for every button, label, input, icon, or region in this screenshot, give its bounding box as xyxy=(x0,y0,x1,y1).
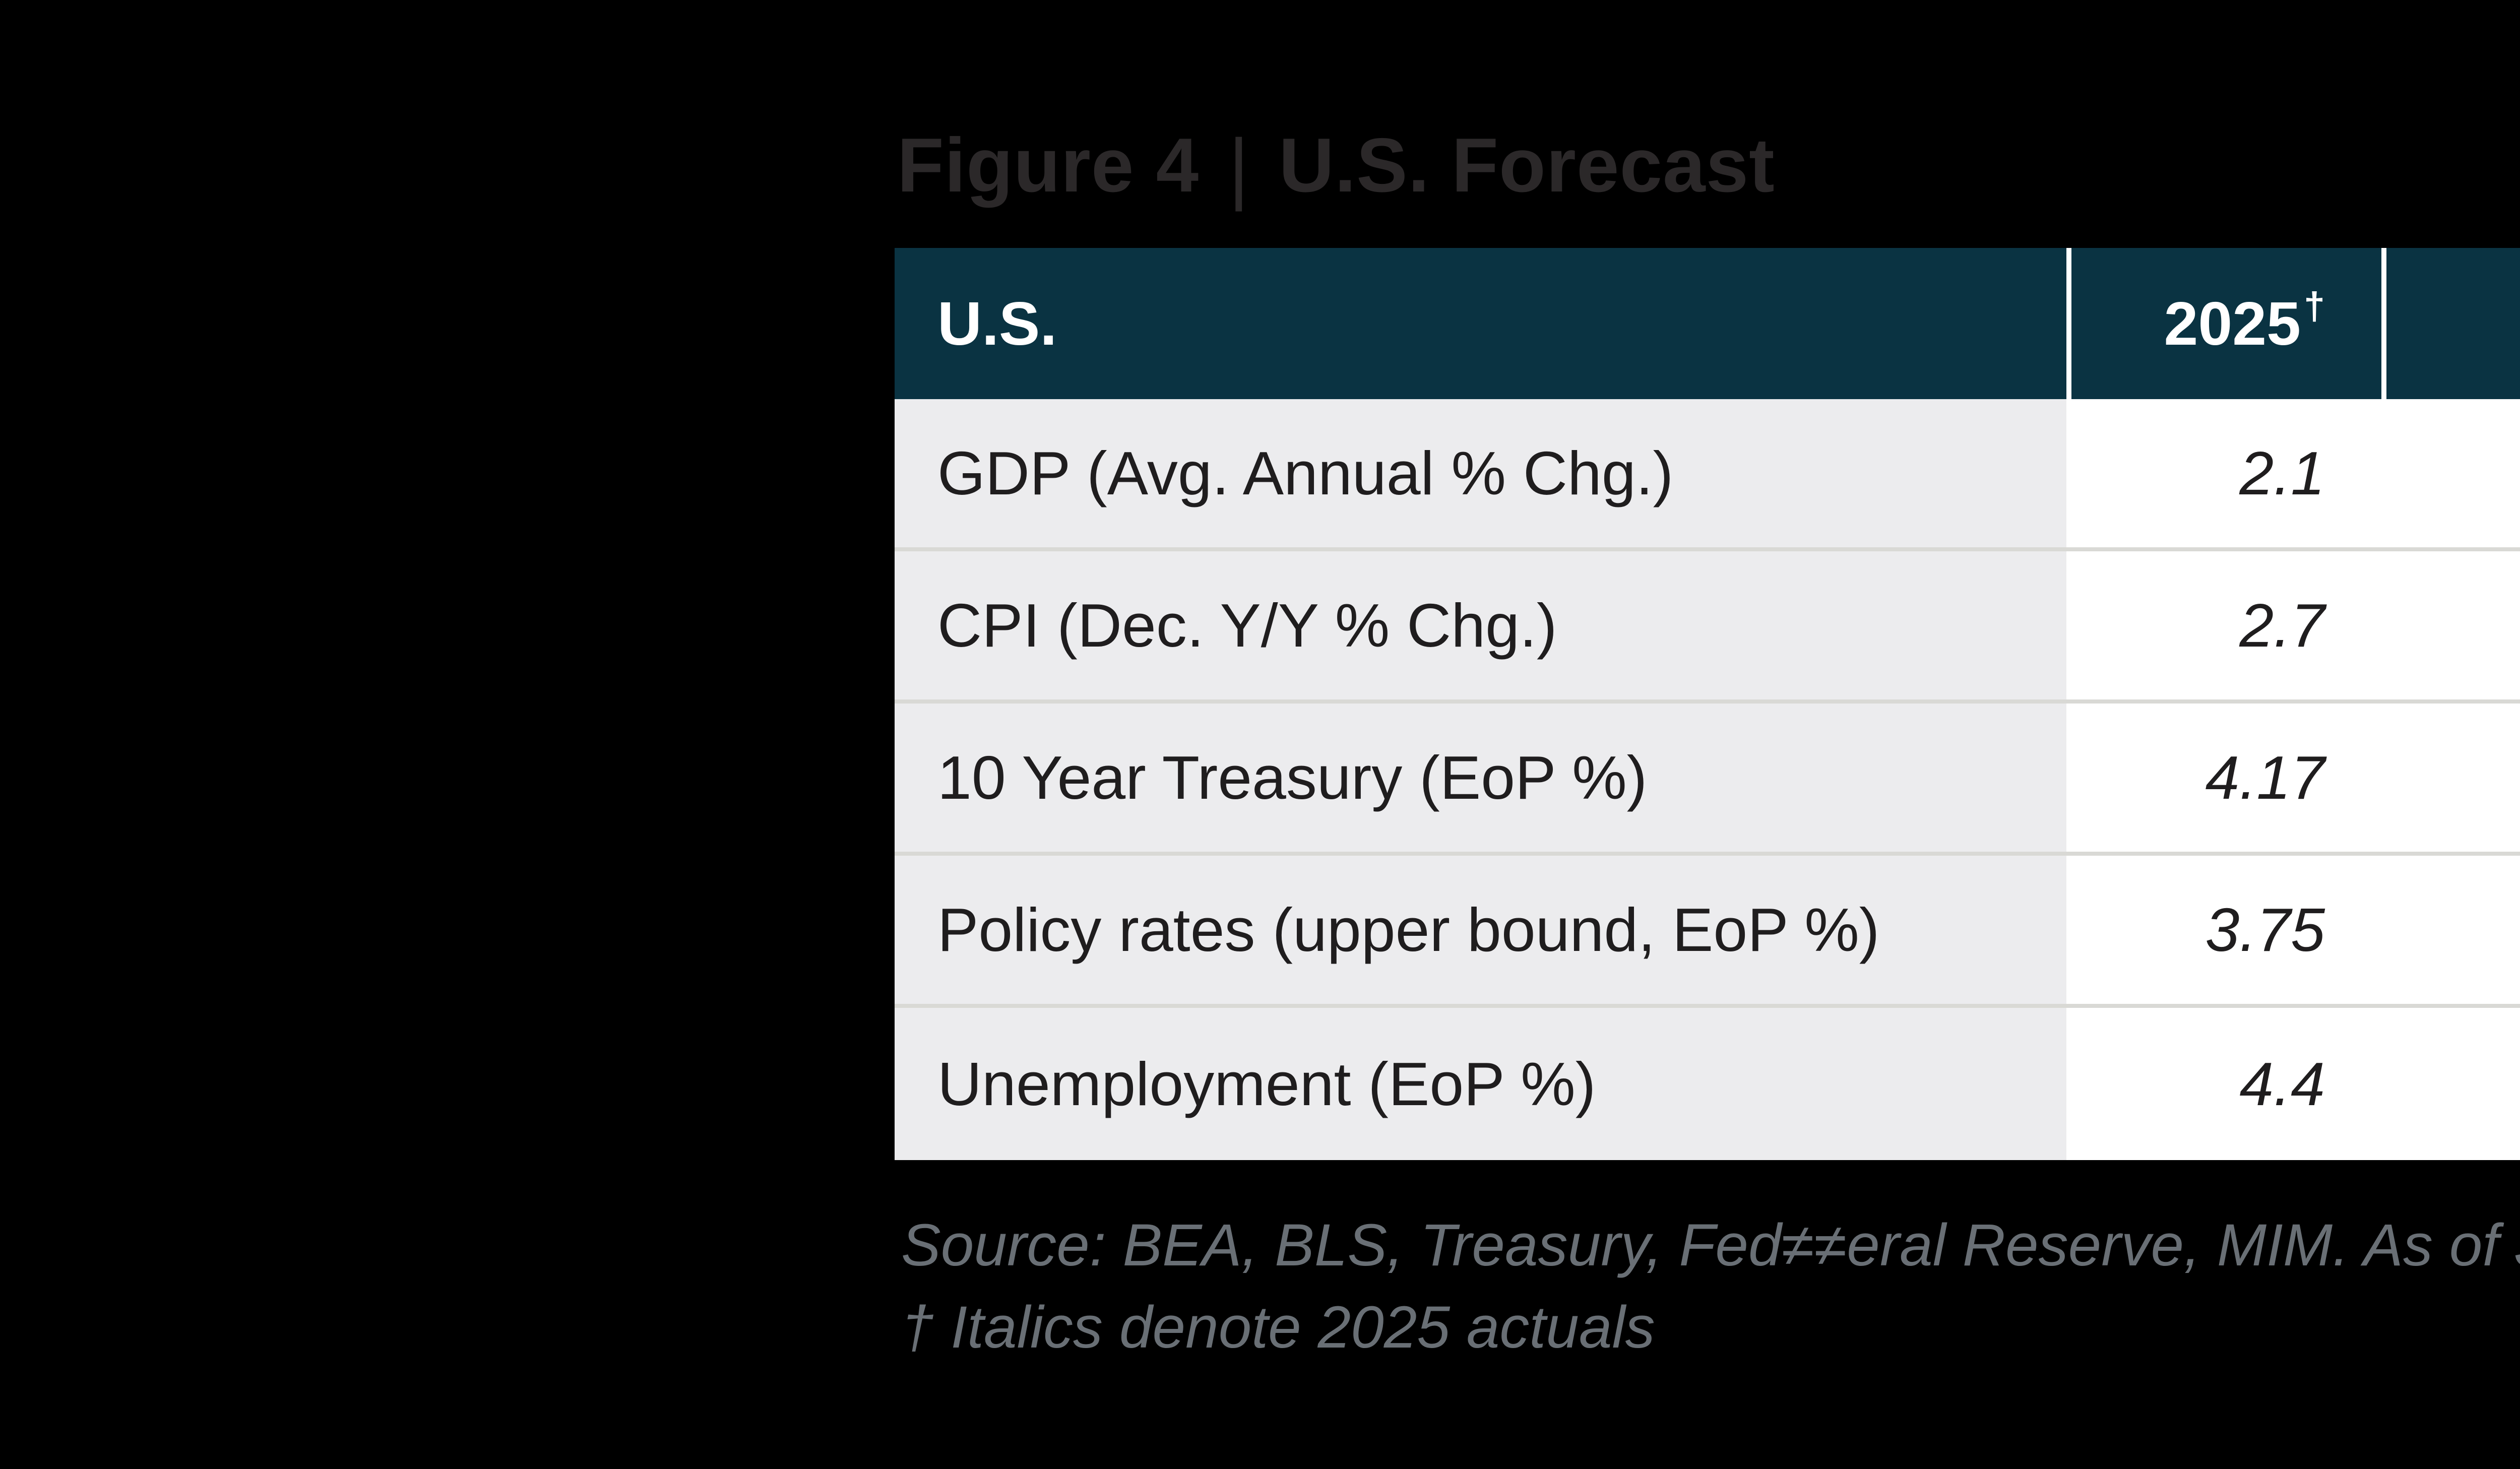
table-row-gdp: GDP (Avg. Annual % Chg.) 2.1 2.2 2.3 xyxy=(895,399,2520,551)
table-row-cpi: CPI (Dec. Y/Y % Chg.) 2.7 2.6 2.3 xyxy=(895,551,2520,704)
forecast-table: U.S. 2025† 2026 2027 GDP (Avg. Annual % … xyxy=(895,248,2520,1160)
value-cell: 3.75 xyxy=(2066,856,2381,1004)
page-title: U.S. Forecast xyxy=(1279,122,1775,208)
value-cell: 2.2 xyxy=(2381,399,2520,547)
value-cell: 4.6 xyxy=(2381,1008,2520,1160)
value-cell: 2.1 xyxy=(2066,399,2381,547)
figure-number-label: Figure 4 xyxy=(897,122,1200,208)
value-cell: 4.17 xyxy=(2066,704,2381,852)
dagger-note: † Italics denote 2025 actuals xyxy=(901,1294,1655,1361)
row-label: 10 Year Treasury (EoP %) xyxy=(895,704,2066,852)
value-cell: 3.00 xyxy=(2381,856,2520,1004)
value-cell: 2.7 xyxy=(2066,551,2381,699)
footnotes: Source: BEA, BLS, Treasury, Fed≠≠eral Re… xyxy=(901,1204,2520,1369)
source-note: Source: BEA, BLS, Treasury, Fed≠≠eral Re… xyxy=(901,1212,2520,1279)
header-year-2025: 2025 † xyxy=(2066,248,2381,399)
header-year-text: 2025 xyxy=(2164,289,2301,358)
row-label: CPI (Dec. Y/Y % Chg.) xyxy=(895,551,2066,699)
row-label: Unemployment (EoP %) xyxy=(895,1008,2066,1160)
header-year-2026: 2026 xyxy=(2381,248,2520,399)
value-cell: 4.4 xyxy=(2066,1008,2381,1160)
table-header-row: U.S. 2025† 2026 2027 xyxy=(895,248,2520,399)
table-row-policy-rates: Policy rates (upper bound, EoP %) 3.75 3… xyxy=(895,856,2520,1008)
value-cell: 2.6 xyxy=(2381,551,2520,699)
header-region: U.S. xyxy=(937,289,1057,358)
row-label: Policy rates (upper bound, EoP %) xyxy=(895,856,2066,1004)
row-label: GDP (Avg. Annual % Chg.) xyxy=(895,399,2066,547)
value-cell: 4.25 xyxy=(2381,704,2520,852)
title-separator: | xyxy=(1228,123,1250,212)
table-row-treasury: 10 Year Treasury (EoP %) 4.17 4.25 4.25 xyxy=(895,704,2520,856)
table-row-unemployment: Unemployment (EoP %) 4.4 4.6 4.4 xyxy=(895,1008,2520,1160)
figure-title: Figure 4 | U.S. Forecast xyxy=(897,117,1775,213)
